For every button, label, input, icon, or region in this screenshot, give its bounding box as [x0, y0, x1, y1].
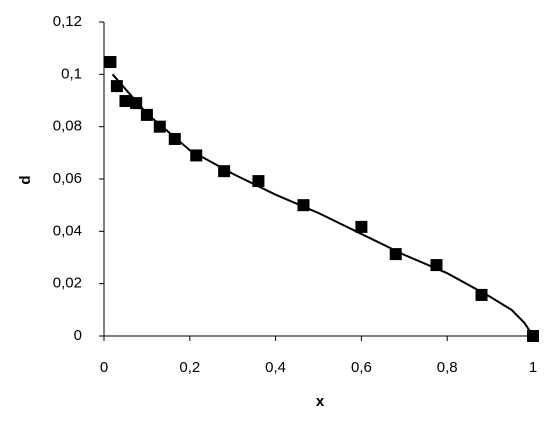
x-tick-label: 1: [529, 359, 537, 376]
y-tick-label: 0,04: [53, 222, 82, 239]
marker: [355, 220, 368, 233]
marker: [119, 95, 132, 108]
marker: [104, 56, 117, 69]
x-tick-label: 0,4: [265, 359, 286, 376]
x-tick-label: 0,6: [351, 359, 372, 376]
marker: [475, 288, 488, 301]
marker: [153, 120, 166, 133]
fit-line: [111, 73, 534, 337]
y-axis-title: d: [17, 175, 34, 184]
marker: [110, 80, 123, 93]
x-tick-label: 0,8: [437, 359, 458, 376]
x-axis-title: x: [316, 393, 325, 410]
y-tick-label: 0,1: [61, 65, 82, 82]
y-tick-label: 0,06: [53, 170, 82, 187]
y-tick-label: 0: [74, 327, 82, 344]
x-tick-label: 0: [100, 359, 108, 376]
y-tick-label: 0,02: [53, 275, 82, 292]
y-tick-label: 0,08: [53, 118, 82, 135]
y-tick-label: 0,12: [53, 13, 82, 30]
x-tick-label: 0,2: [179, 359, 200, 376]
